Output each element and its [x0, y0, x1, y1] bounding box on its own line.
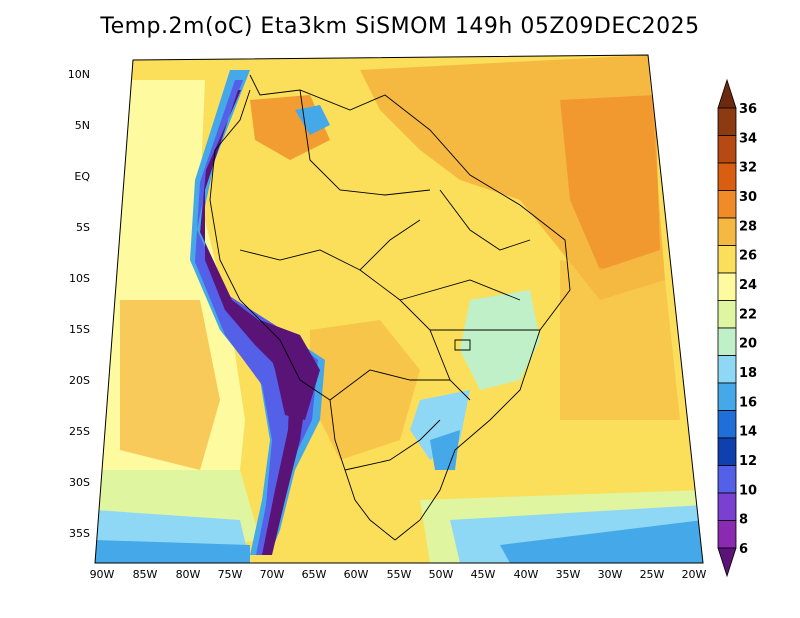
colorbar-segment — [717, 520, 737, 549]
lat-tick-label: 20S — [69, 374, 90, 387]
lat-tick-label: EQ — [74, 170, 90, 183]
lon-tick-label: 45W — [471, 568, 496, 581]
colorbar-segment — [717, 410, 737, 439]
colorbar-label: 10 — [739, 483, 757, 498]
colorbar-segment — [717, 245, 737, 274]
colorbar-label: 22 — [739, 307, 757, 322]
colorbar-segment — [717, 217, 737, 246]
colorbar-label: 16 — [739, 395, 757, 410]
colorbar-label: 20 — [739, 337, 757, 352]
lat-tick-label: 10N — [68, 68, 90, 81]
colorbar-segment — [717, 135, 737, 164]
lat-tick-label: 25S — [69, 425, 90, 438]
colorbar-label: 12 — [739, 454, 757, 469]
lon-tick-label: 75W — [218, 568, 243, 581]
lon-tick-label: 80W — [176, 568, 201, 581]
colorbar-segment — [717, 107, 737, 136]
colorbar-segment — [717, 327, 737, 356]
colorbar-label: 36 — [739, 102, 757, 117]
colorbar-top-arrow — [717, 78, 737, 109]
colorbar — [717, 78, 737, 578]
colorbar-label: 34 — [739, 131, 757, 146]
longitude-axis: 90W 85W 80W 75W 70W 65W 60W 55W 50W 45W … — [90, 568, 707, 581]
colorbar-label: 28 — [739, 219, 757, 234]
lat-tick-label: 30S — [69, 476, 90, 489]
lon-tick-label: 30W — [598, 568, 623, 581]
lon-tick-label: 70W — [260, 568, 285, 581]
lon-tick-label: 65W — [302, 568, 327, 581]
colorbar-segment — [717, 355, 737, 384]
lon-tick-label: 60W — [344, 568, 369, 581]
latitude-axis: 10N 5N EQ 5S 10S 15S 20S 25S 30S 35S — [68, 68, 91, 540]
colorbar-segment — [717, 162, 737, 191]
lon-tick-label: 85W — [133, 568, 158, 581]
colorbar-segment — [717, 437, 737, 466]
colorbar-label: 30 — [739, 190, 757, 205]
lon-tick-label: 50W — [429, 568, 454, 581]
colorbar-bottom-arrow — [717, 547, 737, 578]
colorbar-label: 24 — [739, 278, 757, 293]
colorbar-segment — [717, 492, 737, 521]
country-boundaries — [209, 74, 571, 541]
colorbar-label: 14 — [739, 425, 757, 440]
colorbar-segment — [717, 382, 737, 411]
lat-tick-label: 5S — [76, 221, 90, 234]
lat-tick-label: 15S — [69, 323, 90, 336]
colorbar-segment — [717, 465, 737, 494]
lon-tick-label: 35W — [556, 568, 581, 581]
lon-tick-label: 20W — [682, 568, 707, 581]
colorbar-label: 18 — [739, 366, 757, 381]
colorbar-labels: 36 34 32 30 28 26 24 22 20 18 16 14 12 10 8 6 — [739, 102, 757, 557]
colorbar-label: 32 — [739, 161, 757, 176]
lon-tick-label: 40W — [514, 568, 539, 581]
colorbar-label: 8 — [739, 513, 748, 528]
lat-tick-label: 35S — [69, 527, 90, 540]
lon-tick-label: 25W — [640, 568, 665, 581]
lat-tick-label: 10S — [69, 272, 90, 285]
colorbar-segment — [717, 300, 737, 329]
colorbar-segment — [717, 272, 737, 301]
lat-tick-label: 5N — [75, 119, 90, 132]
lon-tick-label: 90W — [90, 568, 115, 581]
colorbar-label: 26 — [739, 249, 757, 264]
colorbar-segment — [717, 190, 737, 219]
map-title: Temp.2m(oC) Eta3km SiSMOM 149h 05Z09DEC2… — [100, 14, 700, 39]
colorbar-label: 6 — [739, 542, 748, 557]
lon-tick-label: 55W — [387, 568, 412, 581]
